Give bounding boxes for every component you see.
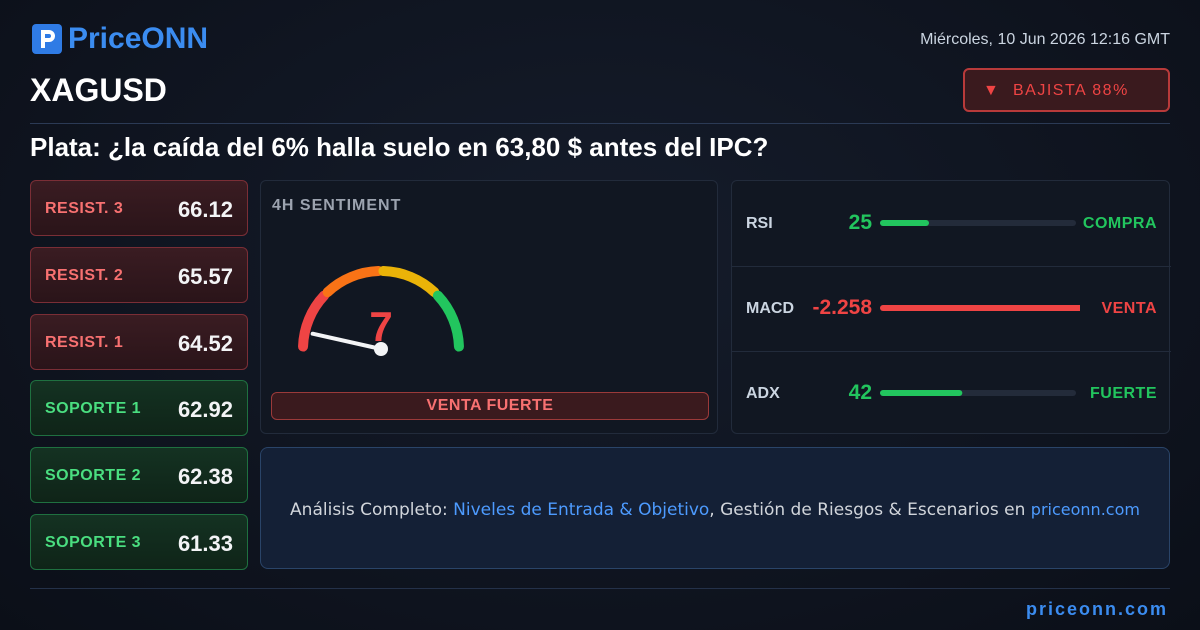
level-box: RESIST. 2 65.57 <box>30 246 248 303</box>
bias-badge: ▼ BAJISTA 88% <box>963 68 1170 112</box>
signal-label: VENTA FUERTE <box>426 397 554 414</box>
date: Miércoles, 10 Jun 2026 12:16 GMT <box>920 31 1170 48</box>
gauge-arc <box>432 290 464 352</box>
bias-label: BAJISTA 88% <box>1013 82 1129 99</box>
indicator-row: RSI 25 COMPRA <box>732 181 1171 267</box>
cta-link[interactable]: priceonn.com <box>1030 500 1140 519</box>
indicator-signal: FUERTE <box>1090 385 1157 402</box>
gauge: 7 <box>298 266 464 356</box>
bar-fill <box>880 220 929 226</box>
sentiment-panel: 4H SENTIMENT 7 VENTA FUERTE <box>260 180 718 434</box>
level-box: RESIST. 3 66.12 <box>30 180 248 236</box>
gauge-arc <box>298 290 330 352</box>
indicator-name: ADX <box>746 385 780 402</box>
cta-lead: Análisis Completo: <box>290 500 448 520</box>
cta-highlight: Niveles de Entrada & Objetivo <box>453 500 710 520</box>
indicator-name: RSI <box>746 215 773 232</box>
footer-url[interactable]: priceonn.com <box>1025 599 1168 619</box>
brand: PriceONN <box>68 22 209 55</box>
gauge-value: 7 <box>369 303 392 350</box>
indicator-value: -2.258 <box>812 296 872 319</box>
level-label: RESIST. 1 <box>45 333 124 351</box>
indicator-bar <box>880 390 1076 396</box>
bias-icon: ▼ <box>983 82 999 99</box>
gauge-hub <box>374 342 388 356</box>
cta-rest: , Gestión de Riesgos & Escenarios en <box>709 500 1026 520</box>
footer-divider <box>30 588 1170 589</box>
cta-text: Análisis Completo: Niveles de Entrada & … <box>261 500 1169 520</box>
level-label: SOPORTE 3 <box>45 534 142 551</box>
level-value: 65.57 <box>177 263 233 289</box>
indicators-panel: RSI 25 COMPRA MACD -2.258 VENTA ADX 42 FUERTE <box>731 180 1171 436</box>
indicator-signal: VENTA <box>1101 300 1157 317</box>
level-box: RESIST. 1 64.52 <box>30 313 248 370</box>
indicator-bar <box>880 305 1080 311</box>
level-value: 61.33 <box>177 531 233 556</box>
indicator-value: 25 <box>848 211 872 234</box>
gauge-arc <box>322 266 384 298</box>
headline: Plata: ¿la caída del 6% halla suelo en 6… <box>30 132 769 162</box>
bar-fill <box>880 390 963 396</box>
indicator-signal: COMPRA <box>1082 215 1157 232</box>
sentiment-title: 4H SENTIMENT <box>272 197 402 214</box>
gauge-arc <box>378 266 440 298</box>
level-value: 64.52 <box>177 330 233 356</box>
level-label: RESIST. 3 <box>45 200 124 217</box>
level-box: SOPORTE 2 62.38 <box>30 447 248 504</box>
indicator-name: MACD <box>746 300 794 317</box>
level-value: 66.12 <box>177 197 233 222</box>
signal-badge: VENTA FUERTE <box>271 392 709 420</box>
level-label: RESIST. 2 <box>45 266 124 284</box>
level-box: SOPORTE 1 62.92 <box>30 380 248 437</box>
bar-fill <box>880 305 1080 311</box>
logo-icon <box>32 24 62 54</box>
indicator-row: ADX 42 FUERTE <box>732 351 1171 436</box>
indicator-bar <box>880 220 1076 226</box>
cta-panel: Análisis Completo: Niveles de Entrada & … <box>260 447 1170 569</box>
level-value: 62.38 <box>177 464 233 490</box>
level-value: 62.92 <box>177 397 233 423</box>
bar-track <box>880 220 1076 226</box>
gauge-needle <box>310 331 383 351</box>
symbol: XAGUSD <box>30 72 167 108</box>
indicator-row: MACD -2.258 VENTA <box>732 266 1171 352</box>
level-label: SOPORTE 2 <box>45 467 142 485</box>
indicator-value: 42 <box>848 381 872 404</box>
divider <box>30 123 1170 124</box>
level-label: SOPORTE 1 <box>45 400 142 418</box>
level-box: SOPORTE 3 61.33 <box>30 514 248 570</box>
